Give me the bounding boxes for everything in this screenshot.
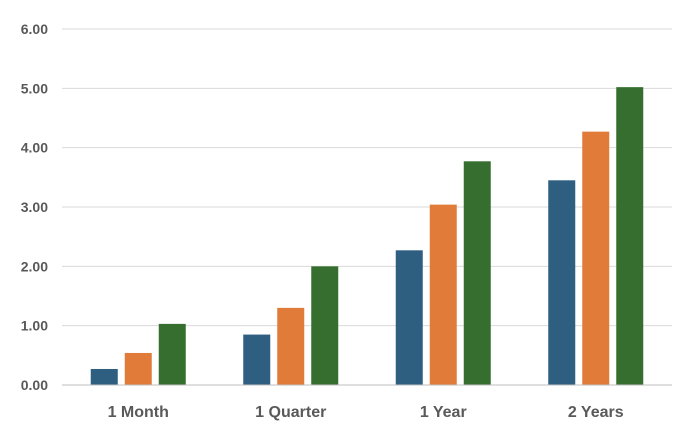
bar: [395, 250, 423, 385]
y-tick-label: 1.00: [21, 318, 48, 334]
y-tick-label: 0.00: [21, 377, 48, 393]
bar: [463, 161, 491, 385]
bar: [124, 352, 152, 385]
y-tick-label: 6.00: [21, 21, 48, 37]
y-axis-tick-labels: 0.00 1.00 2.00 3.00 4.00 5.00 6.00: [21, 21, 48, 393]
bars: [90, 87, 644, 385]
y-tick-label: 3.00: [21, 199, 48, 215]
y-tick-label: 4.00: [21, 140, 48, 156]
bar: [311, 266, 339, 385]
y-tick-label: 5.00: [21, 80, 48, 96]
x-category-label: 1 Year: [420, 404, 467, 421]
bar: [548, 180, 576, 385]
bar: [429, 204, 457, 385]
bar: [582, 131, 610, 385]
x-axis-category-labels: 1 Month 1 Quarter 1 Year 2 Years: [108, 404, 624, 421]
x-category-label: 1 Quarter: [255, 404, 326, 421]
bar: [277, 307, 305, 385]
y-tick-label: 2.00: [21, 258, 48, 274]
gridlines: [62, 28, 672, 327]
x-category-label: 2 Years: [568, 404, 624, 421]
x-category-label: 1 Month: [108, 404, 169, 421]
bar: [90, 368, 118, 385]
bar: [616, 87, 644, 385]
bar: [243, 334, 271, 385]
bar: [158, 323, 186, 385]
